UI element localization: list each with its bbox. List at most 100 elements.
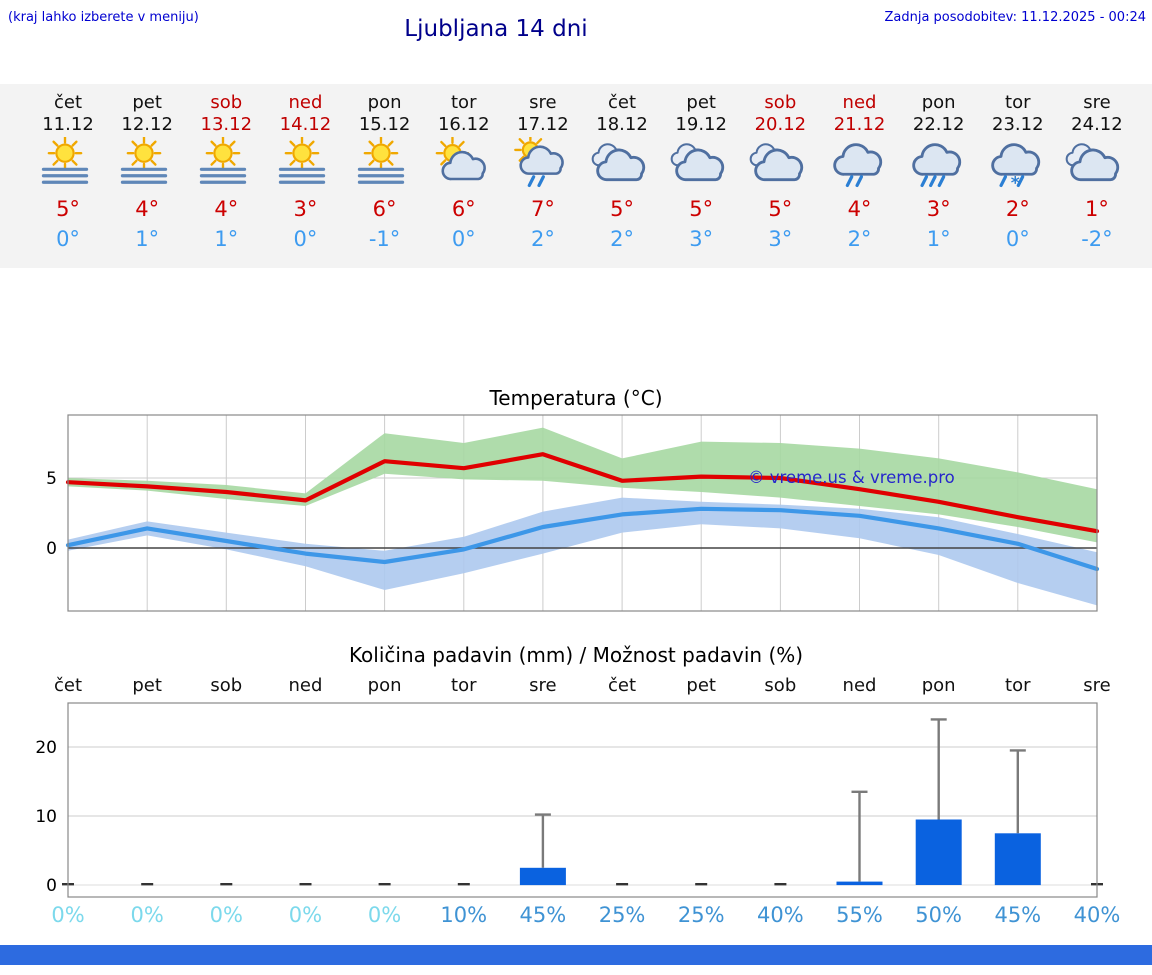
high-temp: 2° [1005,197,1030,221]
precip-probability: 25% [598,903,646,927]
forecast-day-16.12[interactable]: tor 16.12 6° 0° [424,92,503,252]
precip-day-label: tor [1005,675,1031,696]
precip-day-label: pet [132,675,162,696]
day-date: 18.12 [596,114,648,135]
day-name: čet [608,92,637,113]
forecast-strip: čet 11.12 5° 0° pet 12.12 4° 1° sob 13.12 4° 1° ned 1… [0,84,1152,268]
precip-probability: 40% [757,903,804,927]
low-temp: 0° [293,227,318,251]
high-temp: 3° [293,197,318,221]
day-date: 15.12 [358,114,411,135]
weather-icon-sleet: * [978,137,1057,195]
low-temp: -2° [1081,227,1113,251]
weather-icon-cloudy [741,137,820,195]
day-name: pet [686,92,716,113]
day-name: sre [529,92,557,113]
low-temp: -1° [368,227,401,251]
svg-text:5: 5 [46,469,57,489]
forecast-day-24.12[interactable]: sre 24.12 1° -2° [1057,92,1136,252]
weather-icon-partly-cloudy [424,137,503,195]
precip-probability: 45% [519,903,567,927]
high-temp: 4° [847,197,872,221]
precip-day-label: pet [686,675,716,696]
high-temp: 5° [610,197,634,221]
day-name: ned [288,92,323,113]
day-name: pon [921,92,956,113]
weather-icon-rain [899,137,978,195]
page-title: Ljubljana 14 dni [404,16,588,42]
day-date: 19.12 [675,114,727,135]
forecast-day-20.12[interactable]: sob 20.12 5° 3° [741,92,820,252]
day-date: 22.12 [912,114,965,135]
watermark: © vreme.us & vreme.pro [748,468,955,487]
low-temp: 1° [214,227,239,251]
high-temp: 7° [530,197,555,221]
forecast-day-17.12[interactable]: sre 17.12 7° 2° [503,92,582,252]
precip-probability: 0% [130,903,164,927]
precip-probability: 10% [440,903,488,927]
precip-probability: 0% [367,903,402,927]
low-temp: 3° [689,227,714,251]
low-temp: 3° [768,227,793,251]
day-name: tor [1005,92,1031,113]
day-name: tor [451,92,477,113]
low-temp: 2° [847,227,872,251]
low-temp: 1° [926,227,951,251]
svg-text:20: 20 [35,738,57,758]
precip-probability: 55% [836,903,883,927]
weather-icon-cloudy [583,137,662,195]
precip-probability: 0% [51,903,85,927]
precip-day-label: tor [451,675,477,696]
forecast-day-23.12[interactable]: tor 23.12 * 2° 0° [978,92,1057,252]
forecast-day-21.12[interactable]: ned 21.12 4° 2° [820,92,899,252]
day-date: 11.12 [42,114,94,135]
high-temp: 4° [135,197,160,221]
precip-day-label: ned [842,675,877,696]
day-name: pet [132,92,162,113]
day-name: pon [367,92,402,113]
high-temp: 4° [214,197,239,221]
precip-day-label: pon [367,675,402,696]
temperature-chart-title: Temperatura (°C) [489,386,663,410]
precipitation-chart-title: Količina padavin (mm) / Možnost padavin … [348,643,804,667]
day-date: 23.12 [992,114,1044,135]
low-temp: 0° [451,227,476,251]
day-date: 16.12 [437,114,490,135]
high-temp: 3° [926,197,951,221]
bottom-banner[interactable] [0,945,1152,965]
precip-day-label: sob [764,675,797,696]
menu-hint: (kraj lahko izberete v meniju) [8,10,199,25]
precip-probability: 0% [209,903,243,927]
forecast-day-15.12[interactable]: pon 15.12 6° -1° [345,92,424,252]
forecast-day-14.12[interactable]: ned 14.12 3° 0° [266,92,345,252]
forecast-day-12.12[interactable]: pet 12.12 4° 1° [108,92,187,252]
day-name: sre [1083,92,1111,113]
day-date: 20.12 [754,114,807,135]
low-temp: 2° [530,227,555,251]
weather-icon-sun-fog [187,137,266,195]
forecast-day-11.12[interactable]: čet 11.12 5° 0° [29,92,108,252]
day-name: čet [53,92,83,113]
precip-day-label: čet [53,675,83,696]
forecast-day-18.12[interactable]: čet 18.12 5° 2° [583,92,662,252]
precip-probability: 50% [915,903,962,927]
forecast-day-19.12[interactable]: pet 19.12 5° 3° [662,92,741,252]
weather-icon-sun-fog [266,137,345,195]
page-header: (kraj lahko izberete v meniju) Ljubljana… [0,0,1152,50]
svg-text:*: * [1011,174,1020,193]
precip-probability: 0% [288,903,323,927]
weather-icon-sun-fog [108,137,187,195]
precip-probability: 25% [677,903,725,927]
forecast-day-22.12[interactable]: pon 22.12 3° 1° [899,92,978,252]
temperature-chart: 0 5 © vreme.us & vreme.pro [46,414,1100,612]
forecast-day-13.12[interactable]: sob 13.12 4° 1° [187,92,266,252]
day-name: sob [210,92,243,113]
weather-icon-sun-fog [29,137,108,195]
day-date: 24.12 [1071,114,1123,135]
high-temp: 6° [451,197,476,221]
high-temp: 5° [56,197,80,221]
precip-day-label: sob [210,675,243,696]
day-date: 13.12 [200,114,253,135]
precip-day-label: čet [608,675,637,696]
svg-text:10: 10 [35,807,57,827]
